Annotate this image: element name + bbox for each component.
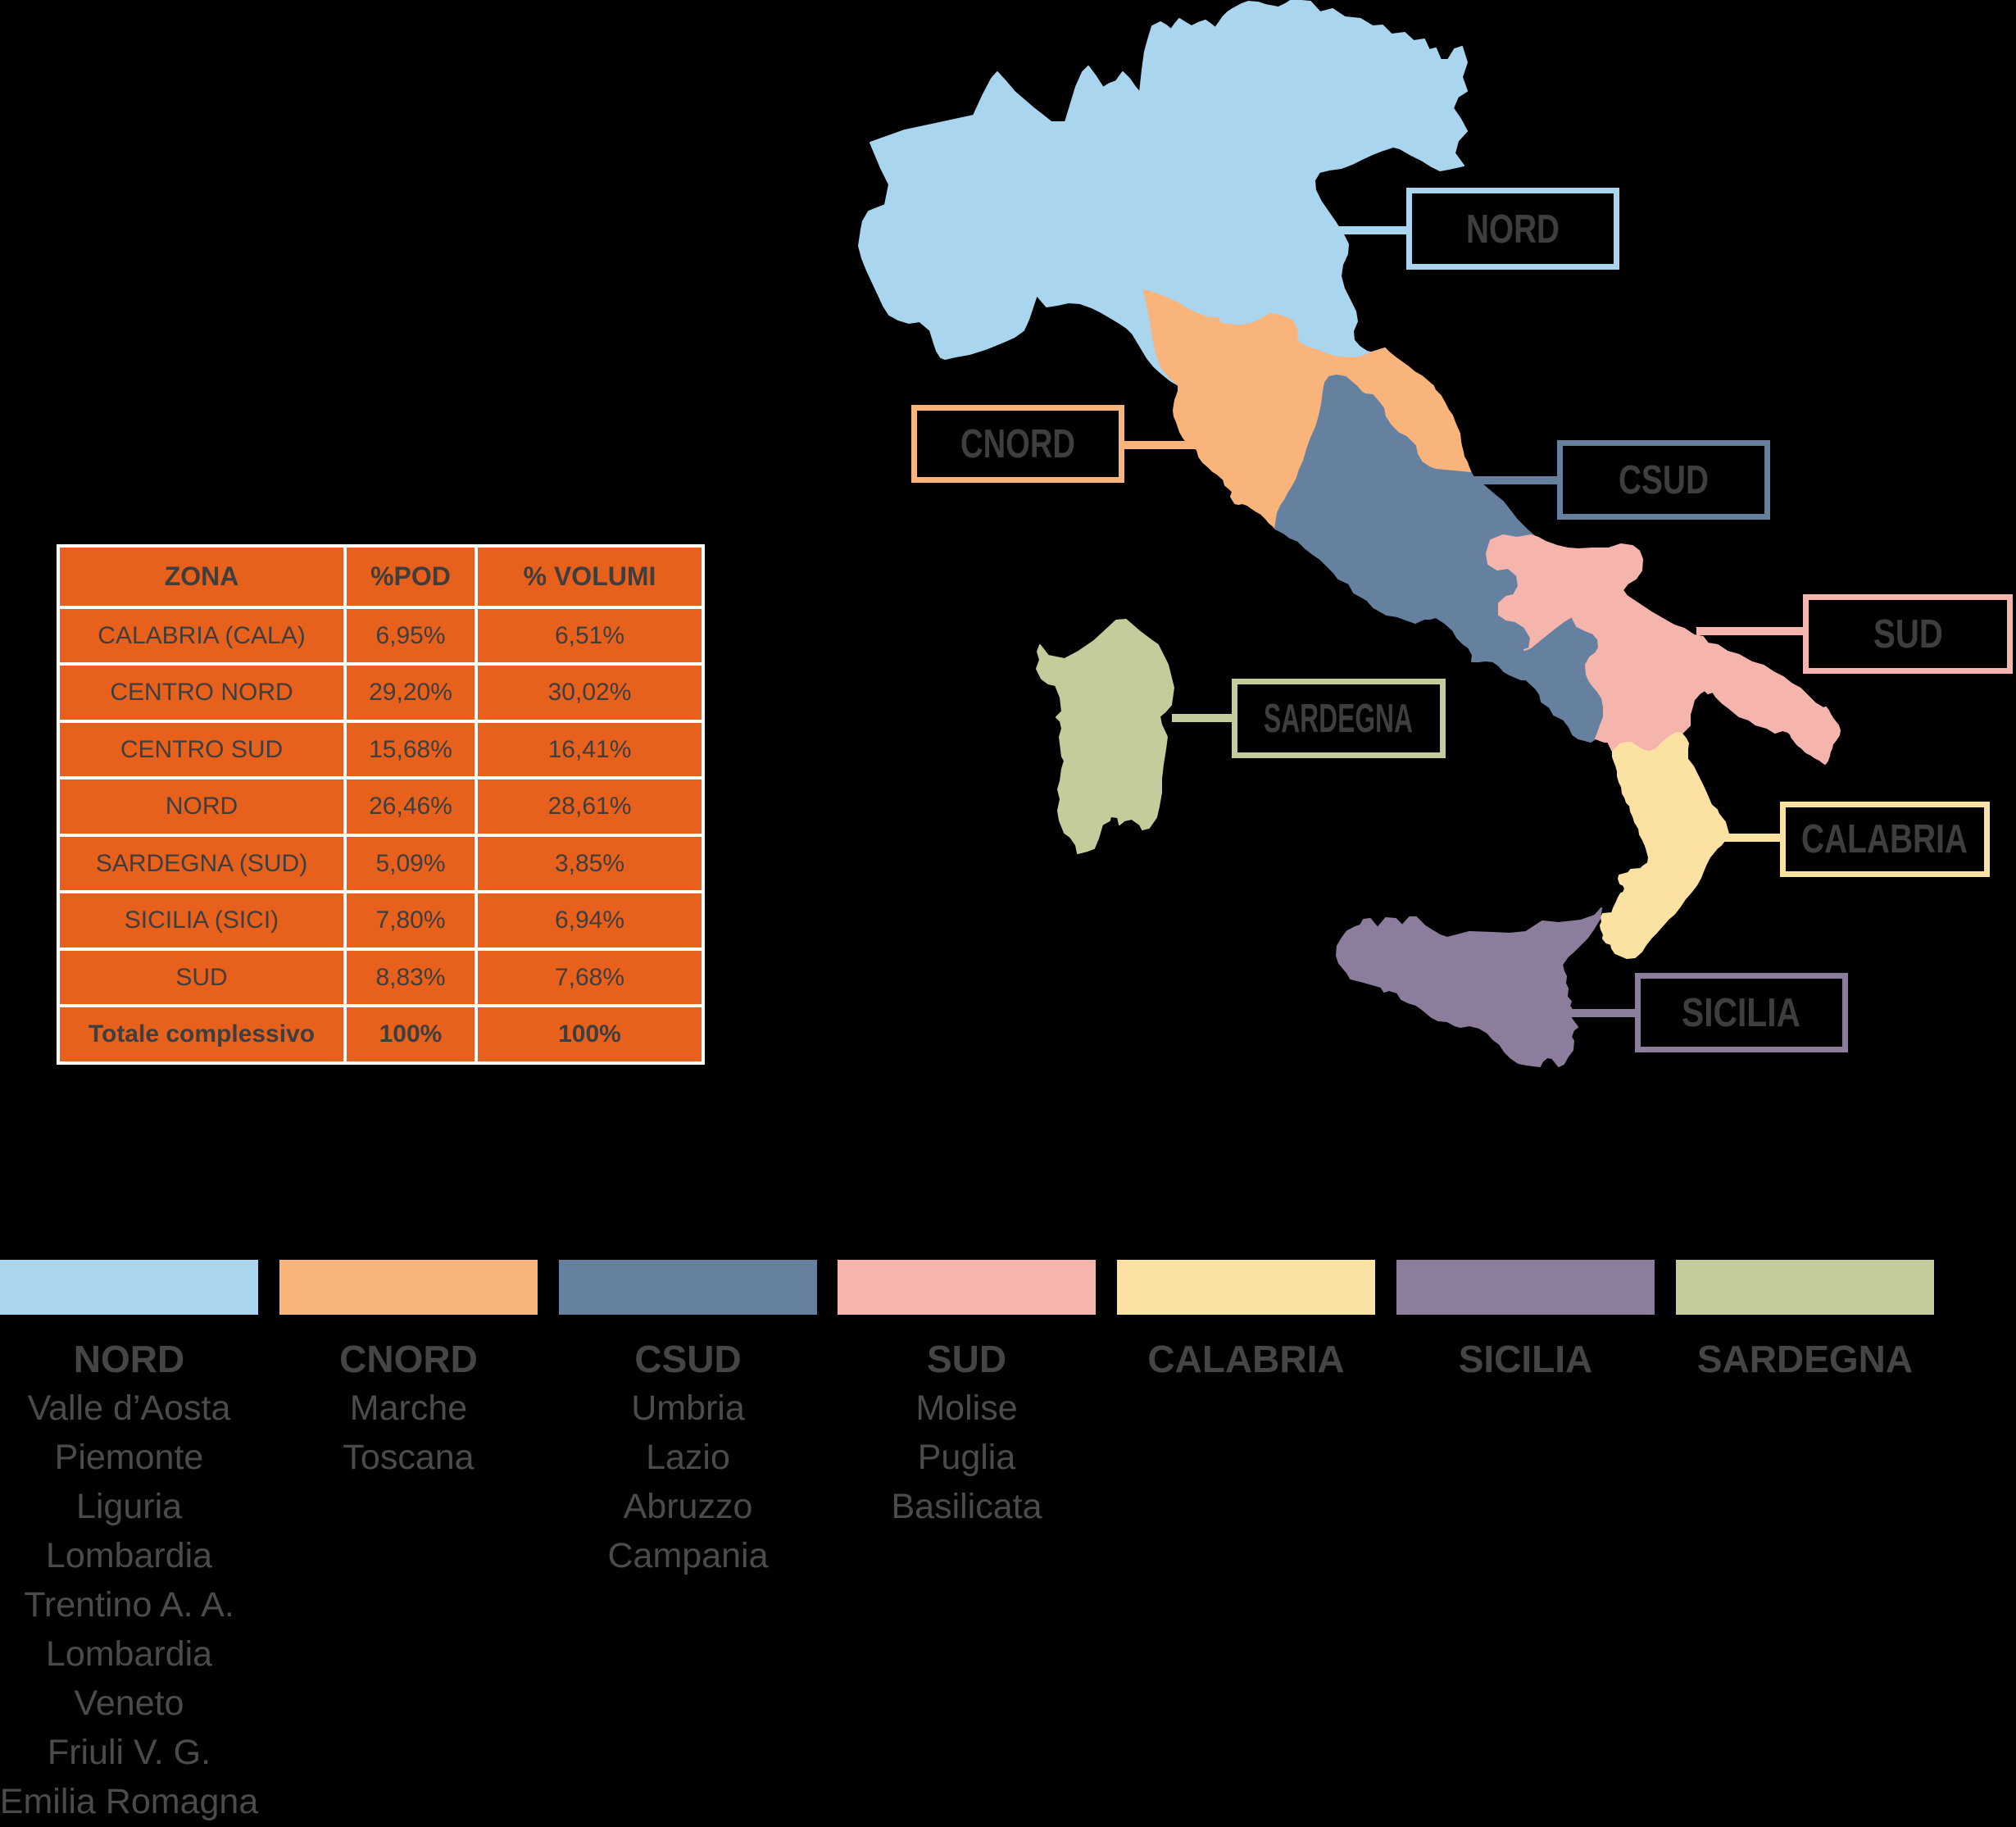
svg-text:CALABRIA: CALABRIA bbox=[1801, 817, 1968, 861]
svg-text:CSUD: CSUD bbox=[1619, 458, 1709, 502]
svg-text:NORD: NORD bbox=[1466, 207, 1560, 252]
svg-text:CNORD: CNORD bbox=[960, 422, 1075, 466]
svg-text:SICILIA: SICILIA bbox=[1682, 991, 1800, 1035]
svg-text:SARDEGNA: SARDEGNA bbox=[1264, 697, 1413, 741]
svg-text:SUD: SUD bbox=[1873, 612, 1943, 657]
